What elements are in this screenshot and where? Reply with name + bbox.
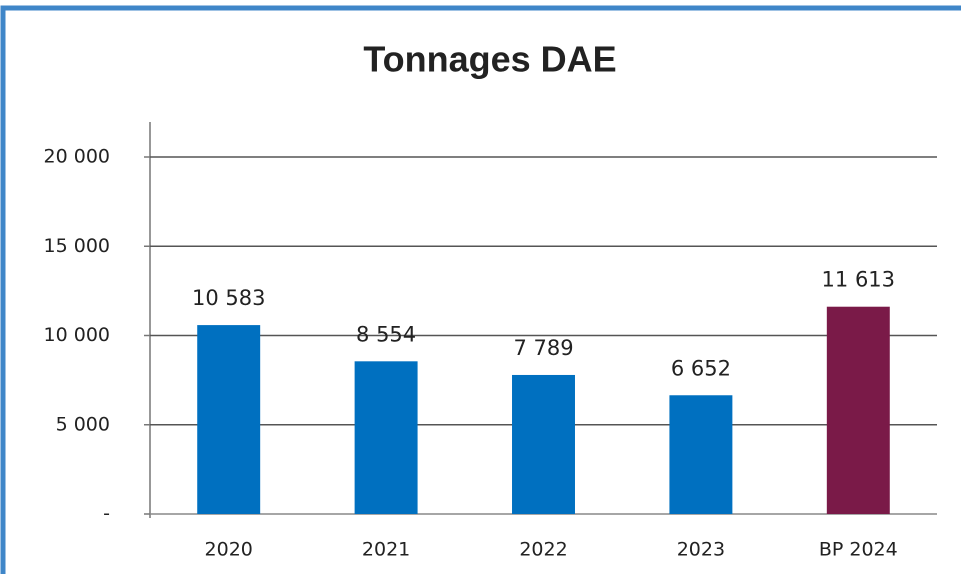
bar	[354, 361, 418, 514]
y-tick-label: 5 000	[56, 413, 110, 435]
x-tick-label: 2021	[362, 539, 410, 561]
y-tick-label: 20 000	[44, 146, 110, 168]
bar	[512, 374, 575, 514]
bar	[197, 325, 261, 514]
x-tick-label: 2023	[677, 539, 725, 561]
x-tick-label: 2022	[519, 539, 567, 561]
value-label: 7 789	[513, 336, 573, 360]
value-label: 10 583	[192, 286, 265, 310]
frame	[0, 5, 961, 574]
bar	[826, 306, 890, 514]
value-label: 8 554	[356, 322, 416, 346]
y-tick-label: -	[103, 503, 110, 525]
bar	[669, 395, 733, 514]
chart-title: Tonnages DAE	[363, 39, 616, 80]
x-tick-label: 2020	[205, 539, 253, 561]
x-tick-label: BP 2024	[819, 539, 898, 561]
y-tick-label: 10 000	[44, 324, 110, 346]
value-label: 6 652	[671, 356, 731, 380]
y-tick-label: 15 000	[44, 235, 110, 257]
value-label: 11 613	[822, 268, 895, 292]
